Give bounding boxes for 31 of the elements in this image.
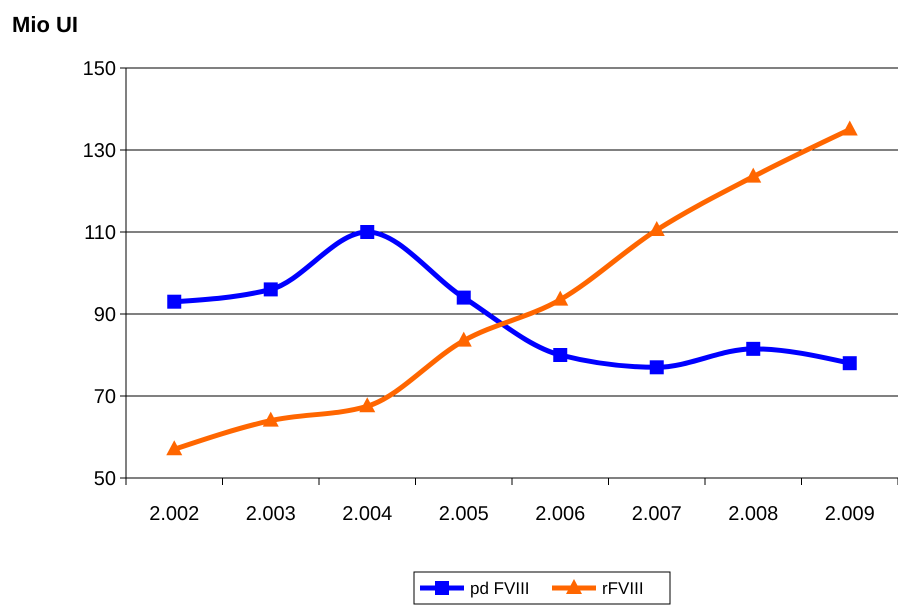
point (650, 360, 664, 374)
x-tick-label: 2.004 (342, 503, 392, 525)
point (264, 282, 278, 296)
point (842, 120, 858, 136)
point (262, 412, 279, 427)
legend-label: pd FVIII (470, 578, 530, 598)
point (360, 225, 374, 239)
point (166, 440, 182, 456)
point (552, 290, 568, 306)
point (167, 294, 182, 309)
y-tick-label: 90 (94, 304, 116, 326)
x-tick-label: 2.005 (438, 503, 489, 525)
y-axis-title: Mio UI (12, 12, 78, 37)
y-tick-label: 130 (82, 140, 116, 162)
point (745, 168, 762, 183)
x-tick-label: 2.008 (728, 503, 778, 525)
x-tick-label: 2.007 (632, 503, 682, 525)
point (553, 348, 568, 362)
point (359, 397, 376, 412)
x-tick-label: 2.002 (149, 503, 200, 525)
point (746, 342, 760, 356)
y-tick-label: 50 (94, 468, 116, 490)
x-tick-label: 2.009 (824, 503, 875, 525)
y-tick-label: 70 (94, 386, 116, 408)
y-tick-label: 150 (82, 58, 116, 80)
point (456, 290, 471, 305)
y-tick-label: 110 (84, 222, 116, 244)
point (842, 356, 857, 370)
x-tick-label: 2.006 (535, 503, 586, 525)
x-tick-label: 2.003 (246, 503, 296, 525)
legend-label: rFVIII (602, 578, 644, 598)
